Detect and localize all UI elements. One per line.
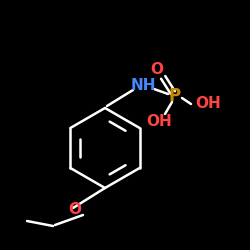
Text: NH: NH: [130, 78, 156, 94]
Text: OH: OH: [146, 114, 172, 130]
Text: O: O: [68, 202, 82, 218]
Text: P: P: [169, 87, 181, 105]
Text: O: O: [150, 62, 164, 78]
Text: OH: OH: [195, 96, 221, 112]
